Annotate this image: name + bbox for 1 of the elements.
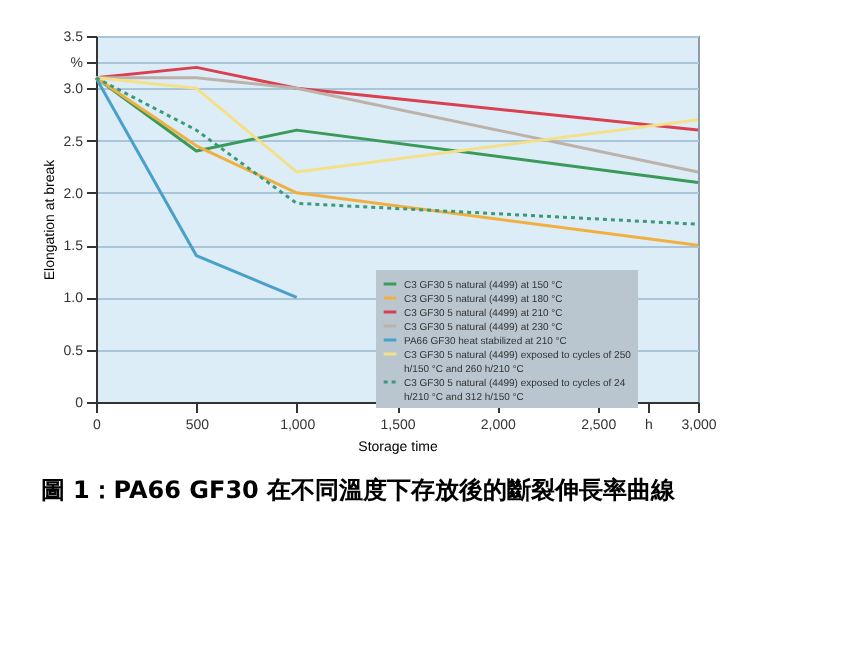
text: 圖 1：PA66 GF30 在不同溫度下存放後的斷裂伸長率曲線 [40,476,678,504]
